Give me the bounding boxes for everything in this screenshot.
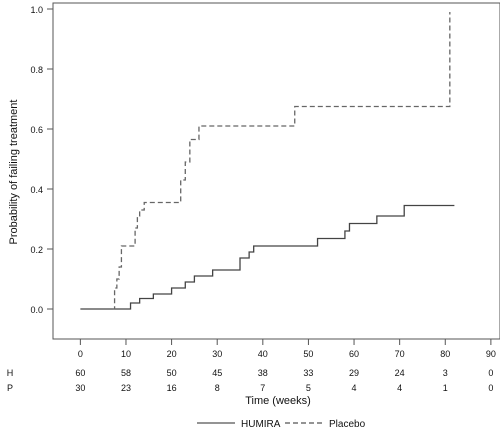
risk-row-label: H [7,368,14,378]
x-axis-label: Time (weeks) [245,395,311,407]
series-line-placebo [112,12,451,310]
y-tick-label: 0.2 [30,245,43,255]
risk-row-label: P [7,383,13,393]
x-tick-label: 60 [349,349,359,359]
x-axis: 0 10 20 30 40 50 60 70 80 90 [78,339,496,359]
x-tick-label: 50 [303,349,313,359]
x-tick-label: 20 [167,349,177,359]
risk-cell: 60 [75,368,85,378]
series-layer [80,12,455,310]
risk-cell: 1 [443,383,448,393]
series-line-humira [80,204,455,310]
x-tick-label: 0 [78,349,83,359]
y-tick-label: 0.4 [30,185,43,195]
risk-cell: 38 [258,368,268,378]
x-tick-label: 90 [486,349,496,359]
risk-cell: 5 [306,383,311,393]
y-tick-label: 0.8 [30,65,43,75]
x-tick-label: 40 [258,349,268,359]
x-tick-label: 30 [212,349,222,359]
risk-cell: 24 [395,368,405,378]
risk-cell: 0 [488,368,493,378]
risk-table: H 60 58 50 45 38 33 29 24 3 0P 30 23 16 8 7 5 4 4 1 0 [7,368,494,393]
plot-frame [52,2,500,340]
risk-cell: 8 [215,383,220,393]
risk-cell: 33 [303,368,313,378]
risk-cell: 3 [443,368,448,378]
legend-label: HUMIRA [241,419,281,430]
risk-cell: 29 [349,368,359,378]
risk-cell: 4 [352,383,357,393]
y-tick-label: 0.6 [30,125,43,135]
risk-cell: 58 [121,368,131,378]
y-tick-label: 1.0 [30,5,43,15]
y-axis-label: Probability of failing treatment [8,100,20,245]
risk-cell: 4 [397,383,402,393]
risk-cell: 50 [167,368,177,378]
risk-cell: 0 [488,383,493,393]
x-tick-label: 80 [440,349,450,359]
risk-cell: 16 [167,383,177,393]
y-axis: 0.0 0.2 0.4 0.6 0.8 1.0 [30,5,53,315]
risk-cell: 23 [121,383,131,393]
risk-cell: 45 [212,368,222,378]
risk-cell: 30 [75,383,85,393]
legend: HUMIRA Placebo [197,419,366,430]
y-tick-label: 0.0 [30,305,43,315]
x-tick-label: 10 [121,349,131,359]
legend-label: Placebo [329,419,366,430]
risk-cell: 7 [260,383,265,393]
x-tick-label: 70 [395,349,405,359]
